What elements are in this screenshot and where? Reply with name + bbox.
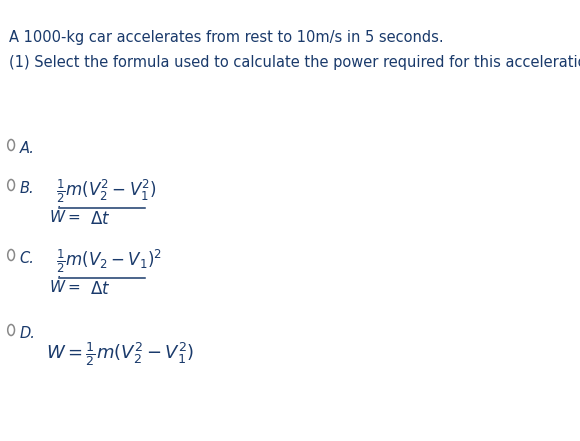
Text: $\dot{W}=$: $\dot{W}=$ [49,205,81,226]
Text: A.: A. [20,141,35,156]
Text: D.: D. [20,326,35,341]
Text: $\Delta t$: $\Delta t$ [89,210,110,228]
Text: $\frac{1}{2}m(V_{2}-V_{1})^{2}$: $\frac{1}{2}m(V_{2}-V_{1})^{2}$ [56,248,162,276]
Text: (1) Select the formula used to calculate the power required for this acceleratio: (1) Select the formula used to calculate… [9,55,580,71]
Text: $\dot{W}=$: $\dot{W}=$ [49,275,81,296]
Text: B.: B. [20,181,34,196]
Text: $W=\frac{1}{2}m(V_{2}^{2}-V_{1}^{2})$: $W=\frac{1}{2}m(V_{2}^{2}-V_{1}^{2})$ [46,340,195,368]
Text: C.: C. [20,251,35,266]
Text: $\Delta t$: $\Delta t$ [89,280,110,298]
Text: $\frac{1}{2}m(V_{2}^{2}-V_{1}^{2})$: $\frac{1}{2}m(V_{2}^{2}-V_{1}^{2})$ [56,178,156,206]
Text: A 1000-kg car accelerates from rest to 10m/s in 5 seconds.: A 1000-kg car accelerates from rest to 1… [9,30,443,45]
